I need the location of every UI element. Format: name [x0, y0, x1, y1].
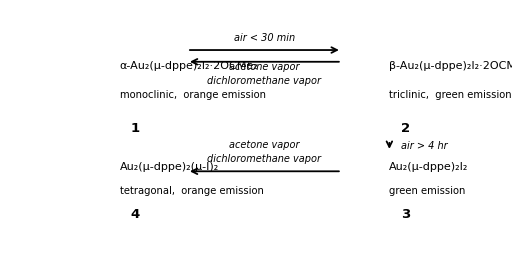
- Text: air < 30 min: air < 30 min: [234, 33, 295, 43]
- Text: triclinic,  green emission: triclinic, green emission: [389, 90, 512, 100]
- Text: acetone vapor
dichloromethane vapor: acetone vapor dichloromethane vapor: [207, 62, 322, 86]
- Text: acetone vapor
dichloromethane vapor: acetone vapor dichloromethane vapor: [207, 140, 322, 164]
- Text: tetragonal,  orange emission: tetragonal, orange emission: [120, 186, 264, 196]
- Text: 1: 1: [131, 122, 140, 135]
- Text: air > 4 hr: air > 4 hr: [401, 141, 448, 151]
- Text: β-Au₂(μ-dppe)₂I₂·2OCMe₂: β-Au₂(μ-dppe)₂I₂·2OCMe₂: [389, 61, 512, 71]
- Text: monoclinic,  orange emission: monoclinic, orange emission: [120, 90, 266, 100]
- Text: green emission: green emission: [389, 186, 466, 196]
- Text: 2: 2: [401, 122, 410, 135]
- Text: 4: 4: [131, 208, 140, 221]
- Text: Au₂(μ-dppe)₂I₂: Au₂(μ-dppe)₂I₂: [389, 162, 469, 172]
- Text: Au₂(μ-dppe)₂(μ-I)₂: Au₂(μ-dppe)₂(μ-I)₂: [120, 162, 219, 172]
- Text: 3: 3: [400, 208, 410, 221]
- Text: α-Au₂(μ-dppe)₂I₂·2OCMe₂: α-Au₂(μ-dppe)₂I₂·2OCMe₂: [120, 61, 258, 71]
